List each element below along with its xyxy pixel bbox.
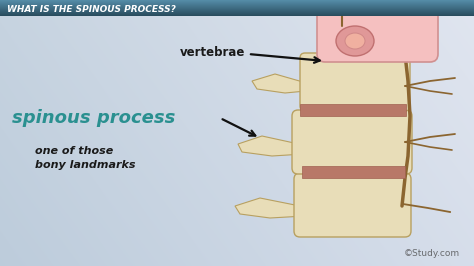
Bar — [0, 13, 474, 14]
Bar — [0, 10, 474, 11]
Bar — [0, 8, 474, 9]
Text: one of those
bony landmarks: one of those bony landmarks — [35, 146, 136, 170]
Text: vertebrae: vertebrae — [180, 47, 246, 60]
Bar — [0, 3, 474, 4]
Bar — [0, 11, 474, 12]
Polygon shape — [252, 74, 310, 93]
Bar — [0, 7, 474, 8]
FancyBboxPatch shape — [300, 53, 410, 111]
Bar — [0, 6, 474, 7]
Bar — [0, 14, 474, 15]
Text: WHAT IS THE SPINOUS PROCESS?: WHAT IS THE SPINOUS PROCESS? — [7, 5, 176, 14]
Bar — [302, 166, 405, 178]
Text: ©Study.com: ©Study.com — [404, 249, 460, 258]
Bar — [0, 15, 474, 16]
Bar — [0, 5, 474, 6]
Bar — [0, 2, 474, 3]
Bar — [300, 104, 406, 116]
FancyBboxPatch shape — [317, 0, 438, 62]
Polygon shape — [235, 198, 310, 218]
FancyBboxPatch shape — [292, 110, 412, 174]
Bar — [0, 12, 474, 13]
Polygon shape — [238, 136, 308, 156]
Bar — [0, 9, 474, 10]
Bar — [0, 1, 474, 2]
Ellipse shape — [345, 33, 365, 49]
Ellipse shape — [336, 26, 374, 56]
Bar — [0, 0, 474, 1]
Bar — [0, 4, 474, 5]
FancyBboxPatch shape — [294, 173, 411, 237]
Text: spinous process: spinous process — [12, 109, 175, 127]
